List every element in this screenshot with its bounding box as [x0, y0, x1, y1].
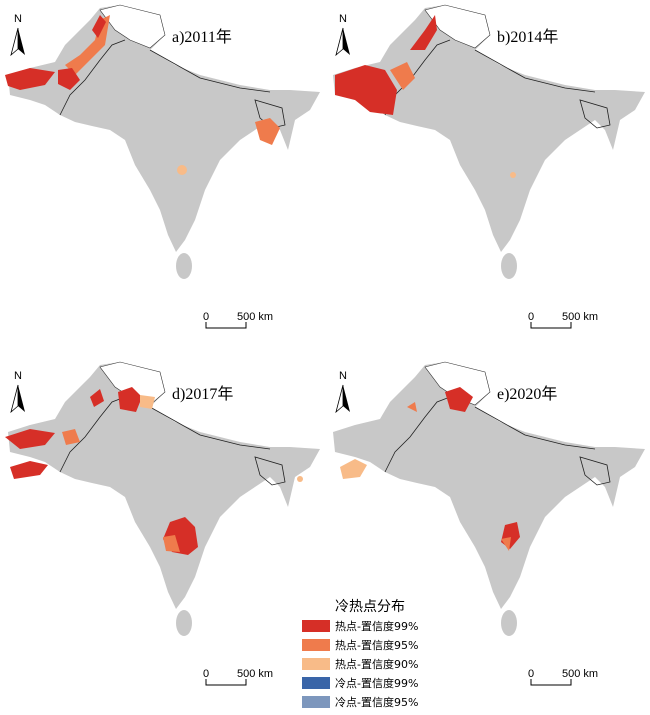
legend-label: 冷点-置信度99% [335, 676, 418, 690]
panel: d)2017年 N 0 500 km [5, 361, 321, 686]
north-arrow [10, 27, 19, 57]
hotspot [177, 165, 187, 175]
panel: e)2020年 N 0 500 km [332, 361, 646, 686]
land [332, 361, 646, 637]
north-label: N [14, 13, 22, 25]
hotspot [510, 172, 516, 178]
panel-label: a)2011年 [172, 28, 232, 46]
hotspot [255, 118, 280, 145]
hotspot [297, 476, 303, 482]
hotspot [90, 389, 104, 407]
scale-label: 0 [528, 311, 534, 323]
north-label: N [339, 13, 347, 25]
legend-swatch [302, 639, 330, 651]
hotspot [140, 395, 155, 409]
scale-bar [205, 679, 247, 686]
legend-title: 冷热点分布 [335, 599, 405, 615]
hotspot [445, 387, 473, 412]
scale-bar [530, 322, 572, 329]
legend-swatch [302, 620, 330, 632]
hotspot [5, 429, 55, 449]
hotspot [58, 68, 80, 90]
panel: b)2014年 N 0 500 km [332, 4, 646, 329]
legend-swatch [302, 696, 330, 708]
hotspot [62, 429, 80, 445]
panel: a)2011年 N 0 500 km [5, 4, 321, 329]
hotspot [410, 15, 437, 50]
hotspot [335, 65, 397, 115]
panel-label: e)2020年 [497, 385, 557, 403]
legend-label: 热点-置信度95% [335, 638, 418, 652]
legend-swatch [302, 658, 330, 670]
legend-swatch [302, 677, 330, 689]
scale-bar [530, 679, 572, 686]
hotspot [5, 68, 55, 90]
legend-label: 热点-置信度99% [335, 619, 418, 633]
scale-label: 500 km [237, 668, 273, 680]
north-arrow [10, 384, 19, 414]
north-arrow [335, 27, 344, 57]
hotspot [407, 402, 417, 412]
hotspot [10, 461, 48, 479]
scale-label: 500 km [562, 668, 598, 680]
north-arrow [343, 28, 350, 55]
scale-label: 500 km [562, 311, 598, 323]
legend-label: 冷点-置信度95% [335, 695, 418, 709]
scale-label: 500 km [237, 311, 273, 323]
hotspot [501, 537, 511, 551]
hotspot [118, 387, 142, 412]
panel-label: d)2017年 [172, 385, 233, 403]
north-arrow [18, 385, 25, 412]
hotspot [163, 535, 180, 552]
legend-label: 热点-置信度90% [335, 657, 418, 671]
north-arrow [343, 385, 350, 412]
north-arrow [335, 384, 344, 414]
scale-label: 0 [203, 311, 209, 323]
hotspot [340, 459, 367, 479]
north-arrow [18, 28, 25, 55]
scale-label: 0 [203, 668, 209, 680]
land [332, 4, 646, 280]
hotspot [390, 62, 415, 90]
north-label: N [339, 370, 347, 382]
hotspot [92, 15, 106, 38]
land [7, 361, 321, 637]
scale-bar [205, 322, 247, 329]
north-label: N [14, 370, 22, 382]
scale-label: 0 [528, 668, 534, 680]
panel-label: b)2014年 [497, 28, 558, 46]
